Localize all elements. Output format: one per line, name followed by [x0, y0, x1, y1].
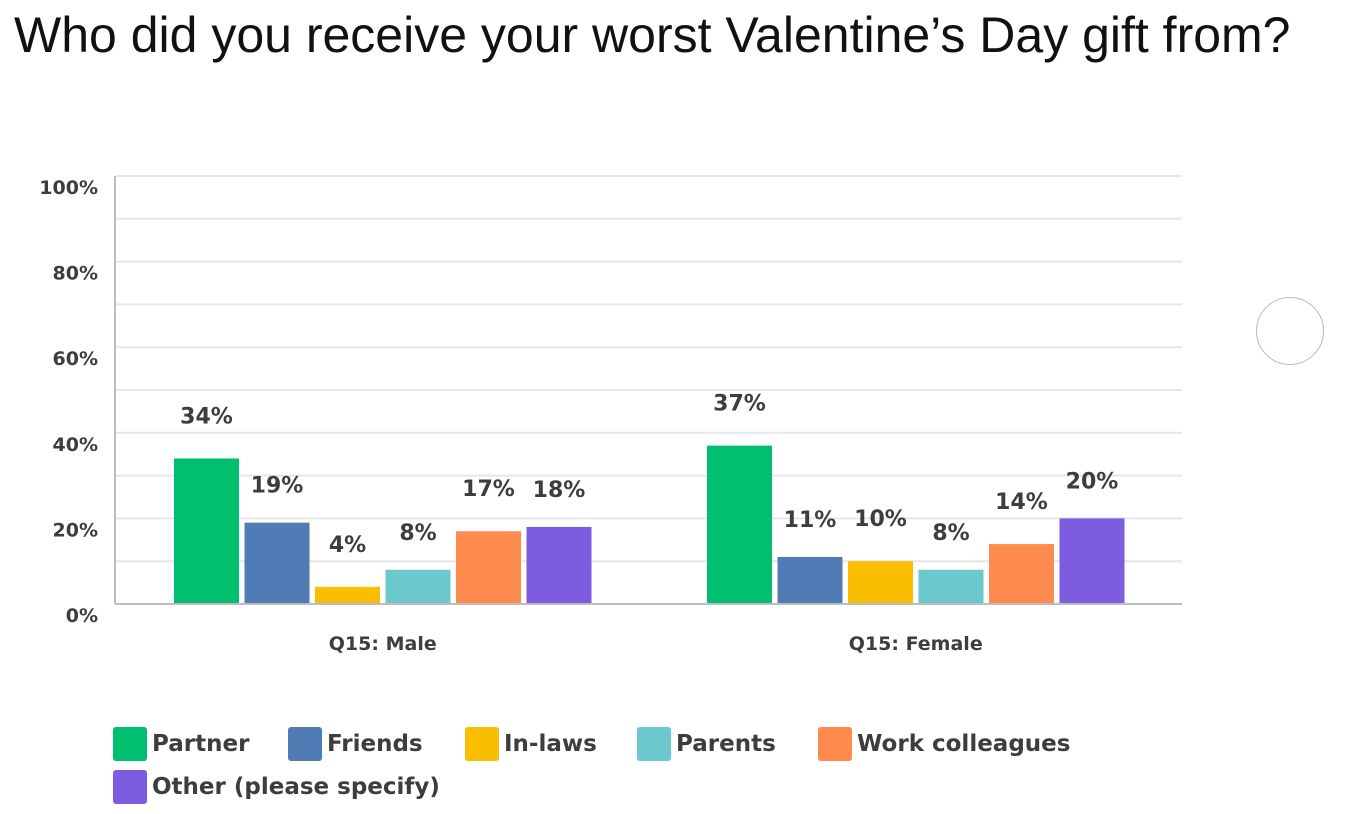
data-label: 19%	[251, 474, 304, 499]
data-label: 11%	[784, 508, 837, 533]
bar-chart: 0% 20% 40% 60% 80% 100% 34% 19% 4% 8% 17% 18% 37% 11…	[39, 175, 1182, 655]
x-tick-label: Q15: Male	[329, 633, 437, 655]
bar	[456, 531, 521, 604]
data-label: 17%	[462, 477, 515, 502]
circle-button[interactable]	[1256, 297, 1324, 365]
legend-label: In-laws	[504, 731, 597, 757]
y-axis: 0% 20% 40% 60% 80% 100%	[39, 176, 116, 627]
bar	[315, 586, 380, 604]
bar	[707, 445, 772, 604]
legend-item: Work colleagues	[818, 726, 1070, 762]
legend-label: Other (please specify)	[152, 774, 440, 800]
legend-swatch	[288, 727, 322, 761]
legend-item: Partner	[113, 726, 249, 762]
bar	[1059, 518, 1125, 604]
legend-swatch	[818, 727, 852, 761]
bar	[526, 526, 592, 604]
bar	[989, 544, 1054, 604]
data-label: 8%	[932, 521, 969, 546]
bar	[918, 569, 984, 604]
legend-label: Parents	[676, 731, 776, 757]
y-tick-label: 60%	[53, 348, 98, 370]
legend-label: Work colleagues	[857, 731, 1071, 757]
legend-item: Other (please specify)	[113, 769, 440, 805]
data-label: 18%	[533, 478, 586, 503]
data-labels: 34% 19% 4% 8% 17% 18% 37% 11% 10% 8% 14% 20%	[180, 392, 1118, 558]
data-label: 14%	[995, 490, 1048, 515]
legend-label: Friends	[327, 731, 423, 757]
legend-item: In-laws	[465, 726, 597, 762]
legend-item: Friends	[288, 726, 423, 762]
data-label: 4%	[329, 533, 366, 558]
bar	[385, 569, 451, 604]
chart-title: Who did you receive your worst Valentine…	[14, 7, 1291, 63]
legend-item: Parents	[637, 726, 776, 762]
y-tick-label: 100%	[39, 177, 98, 199]
x-tick-label: Q15: Female	[849, 633, 983, 655]
legend-swatch	[465, 727, 499, 761]
y-tick-label: 40%	[53, 434, 98, 456]
legend-swatch	[637, 727, 671, 761]
legend-label: Partner	[152, 731, 250, 757]
data-label: 10%	[854, 507, 907, 532]
data-label: 8%	[399, 521, 436, 546]
x-axis: Q15: Male Q15: Female	[115, 603, 1182, 655]
y-tick-label: 20%	[53, 519, 98, 541]
y-tick-label: 0%	[66, 605, 98, 627]
data-label: 20%	[1066, 469, 1119, 494]
legend-swatch	[113, 727, 147, 761]
gridlines	[115, 175, 1182, 563]
bars	[174, 445, 1125, 604]
bar	[244, 522, 310, 604]
y-tick-label: 80%	[53, 263, 98, 285]
bar	[848, 561, 913, 604]
bar	[174, 458, 239, 604]
legend-swatch	[113, 770, 147, 804]
data-label: 34%	[180, 404, 233, 429]
bar	[777, 556, 843, 604]
data-label: 37%	[713, 392, 766, 417]
